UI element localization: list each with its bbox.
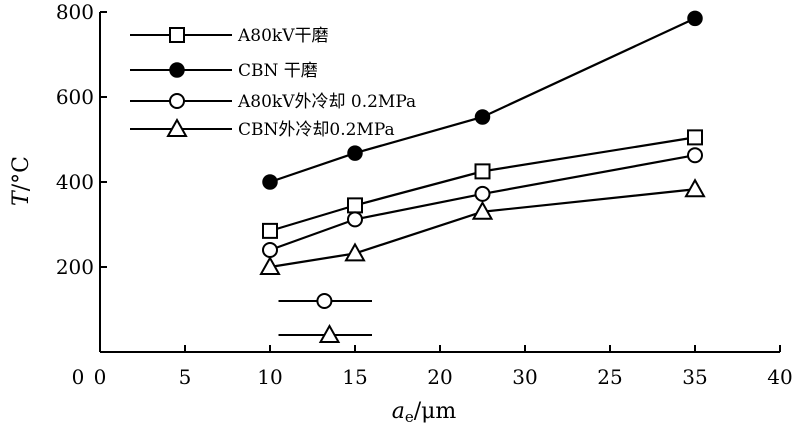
annotation-layer <box>278 293 372 343</box>
data-point <box>474 109 491 125</box>
annotation-circle <box>278 293 372 309</box>
legend-entry: CBN外冷却0.2MPa <box>130 117 395 140</box>
x-tick-label: 15 <box>342 365 367 389</box>
x-tick-label: 10 <box>257 365 282 389</box>
annotation-marker <box>318 323 341 343</box>
x-axis-title: ae/μm <box>392 399 457 426</box>
y-tick-label: 800 <box>56 0 94 24</box>
data-point <box>471 200 494 220</box>
y-ticks: 200 400 600 800 0 <box>56 0 107 389</box>
data-point <box>262 174 278 190</box>
legend: A80kV干磨 CBN 干磨 A80kV外冷却 0.2MPa CBN外冷却0.2MPa <box>130 26 416 140</box>
x-tick-label: 25 <box>597 365 622 389</box>
legend-marker <box>169 62 185 78</box>
data-point <box>347 145 363 161</box>
y-tick-label: 600 <box>56 85 94 109</box>
legend-label: CBN 干磨 <box>238 61 318 81</box>
y-tick-label: 400 <box>56 170 94 194</box>
legend-marker <box>166 117 188 137</box>
legend-label: A80kV外冷却 0.2MPa <box>237 92 416 112</box>
legend-entry: A80kV外冷却 0.2MPa <box>130 92 416 112</box>
series-line <box>269 154 696 252</box>
y-tick-label: 200 <box>56 255 94 279</box>
x-ticks: 0 5 10 15 20 30 25 35 40 <box>94 345 792 389</box>
series-filled-circle <box>262 10 703 190</box>
series-line <box>269 136 696 232</box>
legend-label: CBN外冷却0.2MPa <box>238 120 395 140</box>
series-square <box>262 129 703 239</box>
series-line <box>269 17 696 184</box>
origin-label: 0 <box>72 365 85 389</box>
series-line <box>269 188 696 269</box>
x-tick-label: 20 <box>427 365 452 389</box>
data-point <box>474 185 491 202</box>
data-point <box>687 129 703 146</box>
data-point <box>262 242 278 258</box>
data-point <box>687 10 703 27</box>
data-point <box>687 147 703 164</box>
annotation-marker <box>316 293 333 309</box>
data-point <box>474 163 491 180</box>
legend-marker <box>169 93 185 109</box>
data-point <box>344 242 366 262</box>
series-layer <box>259 10 706 275</box>
data-point <box>347 211 363 228</box>
legend-label: A80kV干磨 <box>237 26 329 46</box>
x-tick-label: 35 <box>682 365 707 389</box>
data-point <box>262 222 278 239</box>
x-tick-label: 5 <box>179 365 192 389</box>
x-tick-label: 0 <box>94 365 107 389</box>
data-point <box>259 255 281 275</box>
series-triangle <box>259 178 706 275</box>
legend-entry: A80kV干磨 <box>130 26 329 46</box>
legend-marker <box>169 27 185 43</box>
legend-entry: CBN 干磨 <box>130 61 318 81</box>
data-point <box>347 197 363 214</box>
y-axis-title: T/°C <box>9 156 34 206</box>
x-tick-label: 40 <box>767 365 792 389</box>
x-tick-label: 30 <box>512 365 537 389</box>
annotation-triangle <box>278 323 372 343</box>
data-point <box>684 178 706 198</box>
